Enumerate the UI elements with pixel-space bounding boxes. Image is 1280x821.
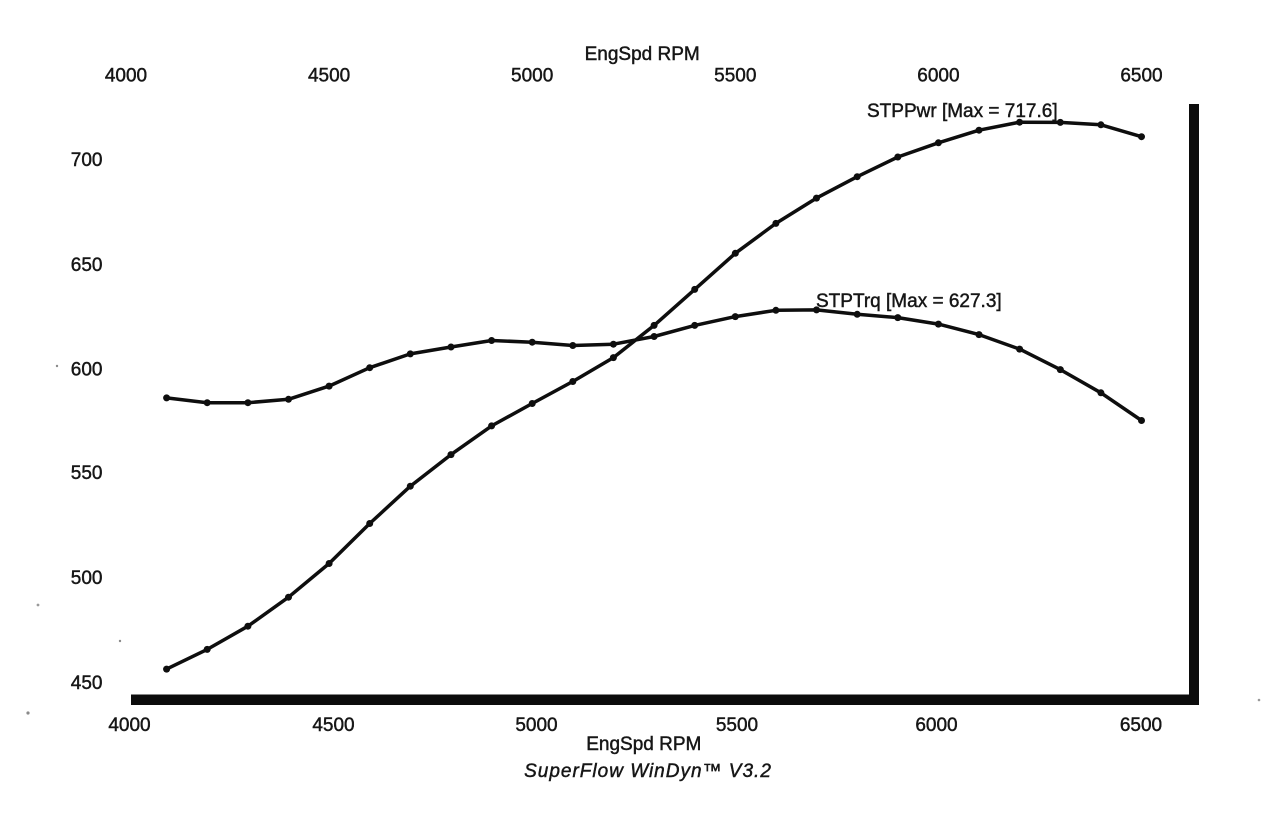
svg-text:650: 650 (71, 255, 103, 276)
svg-text:6000: 6000 (917, 66, 959, 87)
svg-text:600: 600 (71, 359, 103, 380)
svg-text:6500: 6500 (1120, 715, 1162, 736)
svg-text:500: 500 (71, 568, 103, 589)
svg-text:4500: 4500 (308, 66, 350, 87)
svg-text:5000: 5000 (511, 66, 553, 87)
svg-text:STPPwr [Max = 717.6]: STPPwr [Max = 717.6] (867, 101, 1058, 122)
svg-text:550: 550 (71, 463, 103, 484)
svg-text:STPTrq [Max = 627.3]: STPTrq [Max = 627.3] (816, 291, 1002, 312)
svg-text:5500: 5500 (716, 715, 758, 736)
svg-text:SuperFlow WinDyn™ V3.2: SuperFlow WinDyn™ V3.2 (524, 761, 772, 782)
svg-text:6500: 6500 (1120, 66, 1162, 87)
svg-text:EngSpd RPM: EngSpd RPM (585, 44, 700, 65)
svg-text:5000: 5000 (515, 715, 557, 736)
svg-text:4000: 4000 (108, 715, 150, 736)
svg-text:6000: 6000 (915, 715, 957, 736)
svg-text:450: 450 (71, 673, 103, 694)
svg-text:4500: 4500 (312, 715, 354, 736)
svg-text:EngSpd RPM: EngSpd RPM (586, 734, 701, 755)
svg-text:4000: 4000 (105, 66, 147, 87)
svg-text:700: 700 (71, 150, 103, 171)
svg-text:5500: 5500 (714, 66, 756, 87)
